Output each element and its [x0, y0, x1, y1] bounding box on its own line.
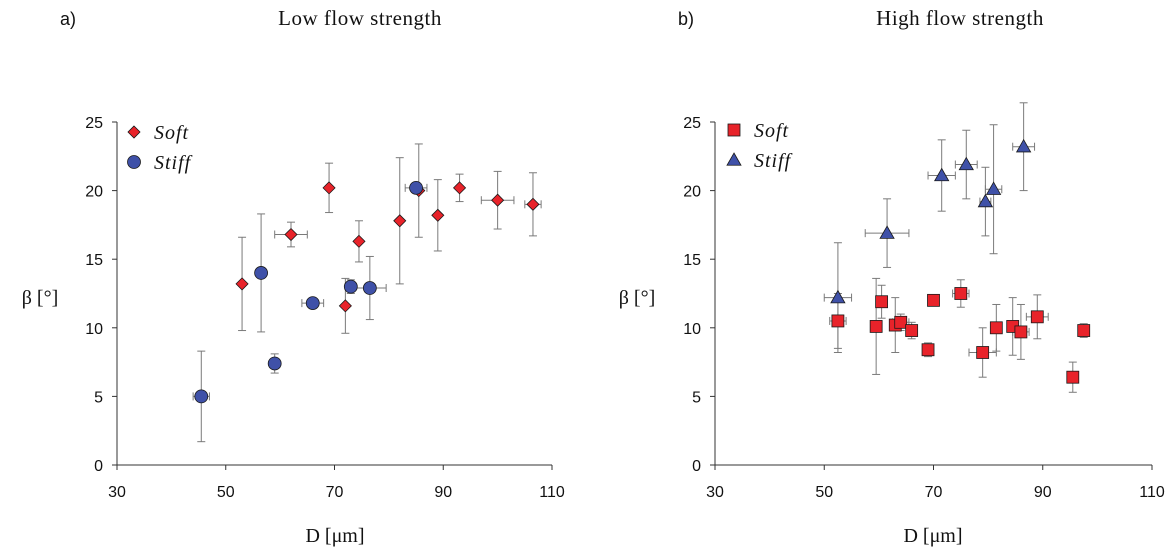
legend-label-soft-a: Soft	[154, 122, 189, 144]
y-tick-label: 25	[85, 115, 103, 132]
data-point-stiff-b	[934, 167, 950, 182]
data-point-soft-a	[338, 299, 352, 313]
y-axis-title-a: β [°]	[22, 287, 59, 309]
data-point-soft-a	[452, 181, 467, 195]
panel-label-a: a)	[60, 9, 76, 29]
data-point-soft-a	[322, 181, 336, 195]
data-point-soft-b	[869, 320, 883, 333]
data-point-soft-b	[954, 287, 968, 300]
x-tick-label: 50	[217, 484, 235, 501]
x-tick-label: 110	[1139, 484, 1165, 501]
data-point-soft-b	[1014, 325, 1028, 339]
data-point-stiff-a	[362, 281, 377, 295]
x-tick-label: 90	[1034, 484, 1052, 501]
data-point-soft-b	[1030, 310, 1044, 324]
y-tick-label: 15	[85, 252, 103, 269]
y-axis-title-b: β [°]	[619, 287, 656, 309]
data-point-soft-a	[431, 208, 445, 222]
x-axis-title-a: D [μm]	[305, 525, 364, 547]
y-tick-label: 10	[683, 321, 701, 338]
x-tick-label: 70	[925, 484, 943, 501]
panel-b: b) High flow strength β [°] D [μm] 30 50 7…	[619, 6, 1165, 547]
legend-label-stiff-a: Stiff	[154, 152, 193, 174]
data-point-soft-b	[905, 324, 919, 337]
data-point-soft-b	[1077, 324, 1091, 337]
y-tick-label: 0	[94, 458, 103, 475]
markers-b	[830, 138, 1091, 384]
axes-b: 30 50 70 90 110 0 5 10 15 20 25	[683, 115, 1165, 501]
y-tick-label: 15	[683, 252, 701, 269]
legend-marker-stiff-b	[726, 152, 742, 166]
data-point-soft-a	[526, 197, 540, 211]
x-tick-label: 30	[108, 484, 126, 501]
data-point-stiff-b	[985, 181, 1002, 195]
data-point-stiff-a	[409, 180, 423, 195]
data-point-stiff-a	[343, 279, 358, 294]
data-point-soft-b	[927, 293, 940, 307]
legend-b: Soft Stiff	[726, 120, 793, 172]
data-point-soft-b	[894, 315, 908, 329]
data-point-stiff-a	[254, 266, 268, 280]
y-tick-label: 5	[94, 389, 103, 406]
data-point-soft-a	[284, 227, 298, 242]
x-tick-label: 30	[706, 484, 724, 501]
markers-a	[194, 180, 540, 404]
legend-marker-soft-b	[727, 123, 741, 137]
legend-label-soft-b: Soft	[754, 120, 789, 142]
x-tick-label: 110	[539, 484, 565, 501]
data-point-soft-a	[491, 193, 505, 207]
data-point-stiff-b	[977, 193, 994, 208]
data-point-soft-b	[875, 295, 889, 309]
panel-label-b: b)	[678, 9, 694, 29]
y-tick-label: 20	[683, 184, 701, 201]
data-point-soft-b	[976, 346, 990, 359]
data-point-stiff-b	[1015, 138, 1032, 153]
data-point-stiff-b	[830, 289, 846, 304]
y-tick-label: 10	[85, 321, 103, 338]
x-tick-label: 70	[326, 484, 344, 501]
y-tick-label: 0	[692, 458, 701, 475]
axes-a: 30 50 70 90 110 0 5 10 15 20 25	[85, 115, 565, 501]
data-point-stiff-a	[194, 389, 209, 404]
data-point-soft-a	[352, 234, 366, 248]
legend-marker-stiff-a	[127, 155, 141, 169]
y-tick-label: 20	[85, 184, 103, 201]
x-axis-title-b: D [μm]	[903, 525, 962, 547]
data-point-soft-b	[1066, 370, 1080, 384]
chart-title-a: Low flow strength	[278, 6, 442, 30]
error-bars-b	[823, 102, 1088, 393]
data-point-stiff-b	[958, 156, 974, 171]
data-point-soft-b	[989, 321, 1003, 335]
data-point-stiff-b	[879, 225, 895, 239]
data-point-stiff-a	[305, 296, 320, 311]
panel-a: a) Low flow strength β [°] D [μm] 30 50 70…	[22, 6, 565, 547]
data-point-soft-a	[393, 214, 407, 228]
data-point-soft-a	[235, 277, 249, 291]
chart-title-b: High flow strength	[876, 6, 1044, 30]
legend-label-stiff-b: Stiff	[754, 150, 793, 172]
y-tick-label: 5	[692, 389, 701, 406]
x-tick-label: 50	[815, 484, 833, 501]
y-tick-label: 25	[683, 115, 701, 132]
legend-a: Soft Stiff	[127, 122, 193, 174]
data-point-soft-b	[921, 343, 935, 357]
x-tick-label: 90	[434, 484, 452, 501]
legend-marker-soft-a	[127, 125, 141, 139]
data-point-stiff-a	[267, 356, 282, 371]
data-point-soft-b	[831, 314, 845, 328]
